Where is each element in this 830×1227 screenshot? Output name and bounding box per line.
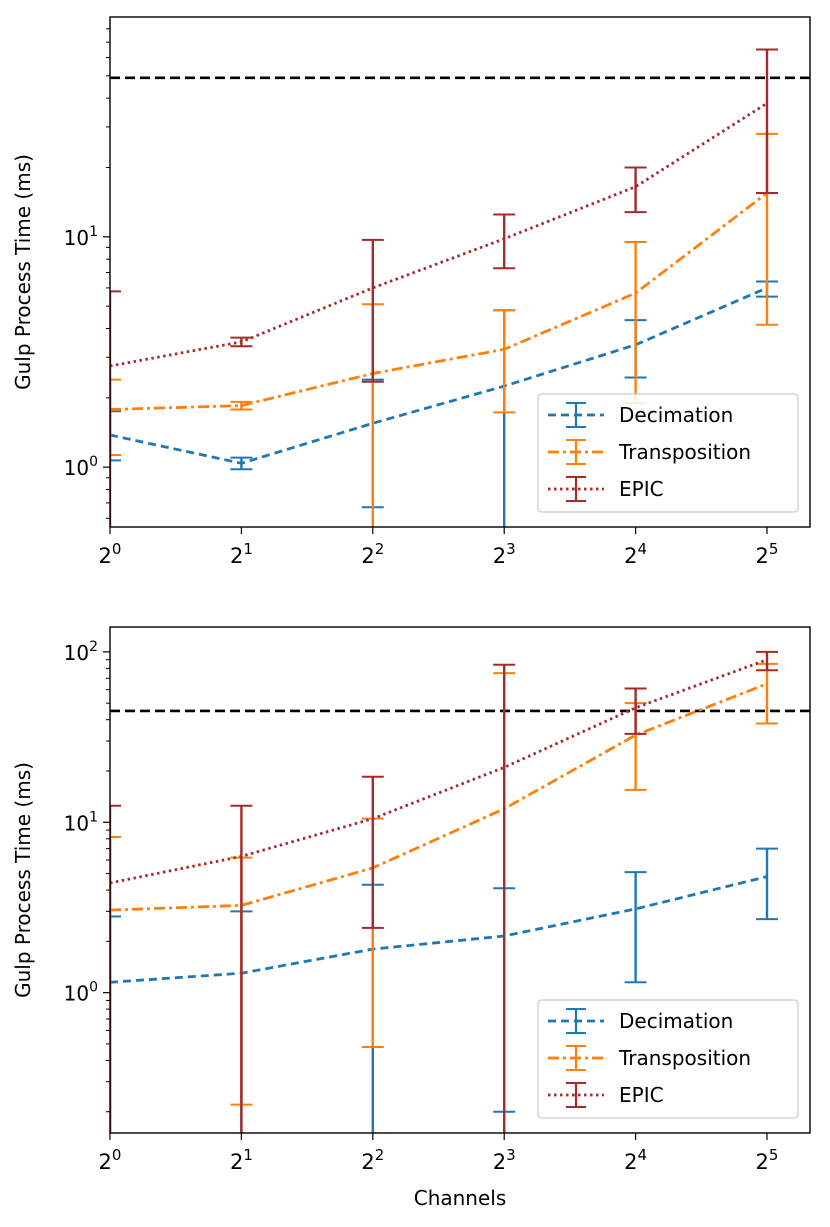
series-line <box>110 191 768 411</box>
legend: Decimation Transposition EPIC <box>537 999 799 1119</box>
plot-frame <box>109 626 811 1134</box>
y-axis-ticks: 100 101 <box>64 224 110 480</box>
x-tick-label: 22 <box>361 540 384 568</box>
legend-box <box>537 999 799 1119</box>
y-tick-label: 100 <box>64 454 98 480</box>
legend-item: EPIC <box>548 1082 664 1108</box>
series-epic <box>110 650 778 1133</box>
legend-item: Decimation <box>548 402 733 428</box>
chart-panel-1: 100 101 20 21 22 23 24 25 Gulp Process Time (ms)… <box>11 16 811 568</box>
y-axis-label: Gulp Process Time (ms) <box>11 154 35 390</box>
legend-label: Transposition <box>618 440 751 464</box>
series-line <box>110 682 768 912</box>
series-line <box>110 102 768 368</box>
series-epic <box>110 48 778 527</box>
x-tick-label: 21 <box>230 540 253 568</box>
legend-label: Transposition <box>618 1046 751 1070</box>
x-tick-label: 23 <box>493 1146 516 1174</box>
plot-area <box>110 48 810 527</box>
series-line <box>110 286 768 465</box>
plot-frame <box>109 16 811 528</box>
legend: Decimation Transposition EPIC <box>537 393 799 513</box>
y-tick-label: 101 <box>64 809 98 835</box>
legend-label: Decimation <box>619 1009 733 1033</box>
x-tick-label: 25 <box>756 1146 779 1174</box>
y-tick-label: 100 <box>64 980 98 1006</box>
x-tick-label: 21 <box>230 1146 253 1174</box>
x-axis-ticks: 20 21 22 23 24 25 <box>99 1133 779 1174</box>
chart-panel-2: 100 101 102 20 21 22 23 24 25 Gulp Process Time (… <box>11 626 811 1174</box>
y-tick-label: 102 <box>64 639 98 665</box>
legend-box <box>537 393 799 513</box>
legend-item: Decimation <box>548 1008 733 1034</box>
x-tick-label: 24 <box>624 1146 647 1174</box>
legend-item: EPIC <box>548 476 664 502</box>
x-tick-label: 20 <box>99 540 122 568</box>
y-axis-label: Gulp Process Time (ms) <box>11 762 35 998</box>
x-tick-label: 22 <box>361 1146 384 1174</box>
series-line <box>110 875 768 984</box>
plot-area <box>110 650 810 1133</box>
x-axis-label: Channels <box>414 1186 507 1210</box>
legend-label: EPIC <box>619 1083 664 1107</box>
y-tick-label: 101 <box>64 224 98 250</box>
legend-label: Decimation <box>619 403 733 427</box>
legend-item: Transposition <box>548 1045 751 1071</box>
legend-item: Transposition <box>548 439 751 465</box>
legend-label: EPIC <box>619 477 664 501</box>
y-axis-ticks: 100 101 102 <box>64 639 110 1006</box>
x-axis-ticks: 20 21 22 23 24 25 <box>99 527 779 568</box>
x-tick-label: 24 <box>624 540 647 568</box>
x-tick-label: 23 <box>493 540 516 568</box>
x-tick-label: 25 <box>756 540 779 568</box>
x-tick-label: 20 <box>99 1146 122 1174</box>
series-line <box>110 658 768 885</box>
